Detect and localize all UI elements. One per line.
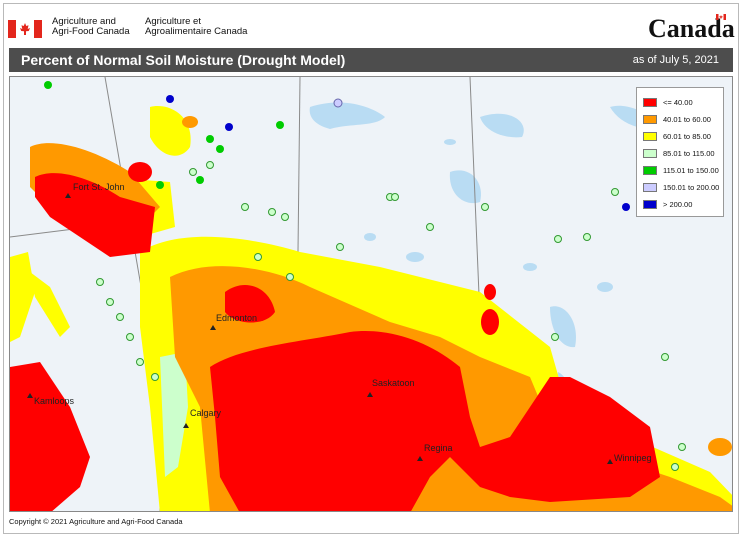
city-label-fort-st-john: Fort St. John — [73, 182, 125, 192]
map-date: as of July 5, 2021 — [632, 54, 719, 66]
station-points-extreme — [166, 95, 630, 211]
city-label-saskatoon: Saskatoon — [372, 378, 415, 388]
legend-swatch — [643, 183, 657, 192]
legend-label: 85.01 to 115.00 — [663, 149, 715, 158]
title-bar: Percent of Normal Soil Moisture (Drought… — [9, 48, 733, 72]
legend-swatch — [643, 115, 657, 124]
canada-wordmark: Canada — [648, 14, 735, 43]
legend-label: > 200.00 — [663, 200, 693, 209]
legend-swatch — [643, 132, 657, 141]
legend-label: 150.01 to 200.00 — [663, 183, 720, 192]
city-label-regina: Regina — [424, 443, 453, 453]
city-markers — [27, 193, 613, 464]
map-legend: <= 40.00 40.01 to 60.00 60.01 to 85.00 8… — [636, 87, 724, 217]
legend-label: <= 40.00 — [663, 98, 693, 107]
header: Agriculture and Agri-Food Canada Agricul… — [0, 0, 744, 44]
wordmark-flag-icon — [716, 14, 726, 20]
legend-swatch — [643, 98, 657, 107]
station-points-wet — [44, 81, 284, 189]
city-label-kamloops: Kamloops — [34, 396, 75, 406]
map-canvas — [10, 77, 732, 511]
legend-swatch — [643, 200, 657, 209]
soil-moisture-map — [9, 76, 733, 512]
canada-flag-icon — [8, 20, 42, 38]
legend-label: 115.01 to 150.00 — [663, 166, 719, 175]
station-points-normal — [96, 161, 686, 471]
department-name-english: Agriculture and Agri-Food Canada — [52, 16, 130, 37]
legend-label: 60.01 to 85.00 — [663, 132, 711, 141]
copyright-notice: Copyright © 2021 Agriculture and Agri-Fo… — [9, 517, 183, 526]
station-points-very-wet — [333, 98, 343, 108]
department-name-french: Agriculture et Agroalimentaire Canada — [145, 16, 248, 37]
map-title: Percent of Normal Soil Moisture (Drought… — [21, 52, 346, 68]
legend-swatch — [643, 149, 657, 158]
zone-40-below — [10, 162, 660, 511]
city-label-calgary: Calgary — [190, 408, 222, 418]
legend-swatch — [643, 166, 657, 175]
legend-label: 40.01 to 60.00 — [663, 115, 711, 124]
city-label-winnipeg: Winnipeg — [614, 453, 652, 463]
city-label-edmonton: Edmonton — [216, 313, 258, 323]
